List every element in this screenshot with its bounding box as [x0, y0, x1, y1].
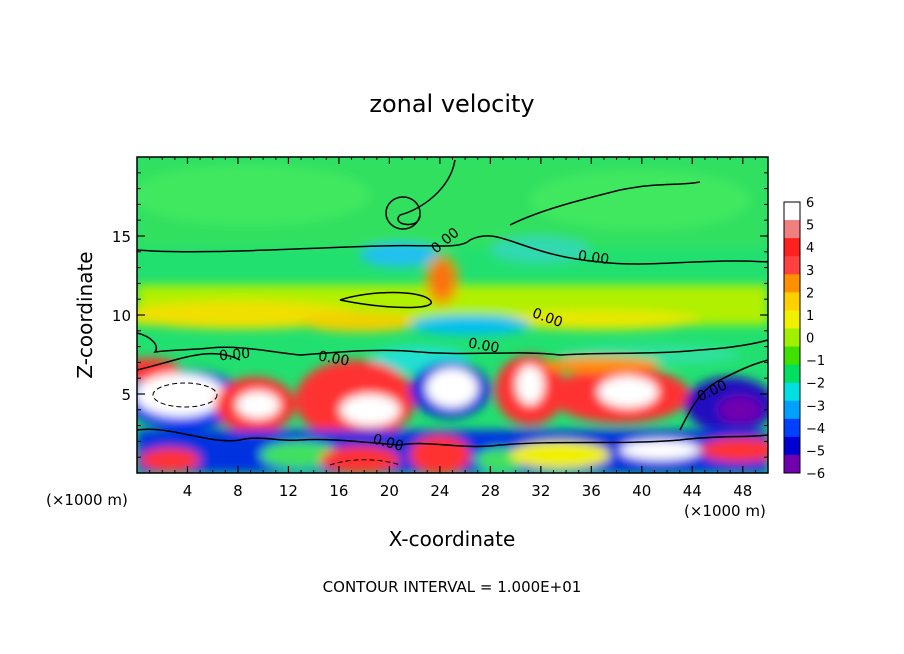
contour-label: 0.00 — [467, 335, 500, 356]
colorbar-swatch — [784, 256, 800, 275]
colorbar-swatch — [784, 274, 800, 293]
contour-label: 0.00 — [577, 248, 610, 268]
x-tick-label: 24 — [430, 482, 449, 500]
x-tick-label: 8 — [233, 482, 243, 500]
colorbar-swatch — [784, 220, 800, 239]
footnote: CONTOUR INTERVAL = 1.000E+01 — [323, 578, 582, 596]
x-tick-label: 16 — [329, 482, 348, 500]
x-tick-label: 20 — [380, 482, 399, 500]
colorbar-swatch — [784, 202, 800, 221]
y-tick-label: 10 — [112, 307, 131, 325]
colorbar-tick-label: 6 — [806, 196, 814, 211]
x-tick-label: 36 — [582, 482, 601, 500]
colorbar-tick-label: −2 — [806, 377, 825, 392]
colorbar-tick-label: −6 — [806, 467, 825, 482]
contour-label: 0.00 — [371, 431, 405, 455]
x-tick-label: 12 — [279, 482, 298, 500]
colorbar-swatch — [784, 436, 800, 456]
colorbar-tick-label: 1 — [806, 309, 814, 324]
colorbar-swatch — [784, 418, 800, 438]
y-tick-label: 15 — [112, 228, 131, 246]
colorbar-swatch — [784, 292, 800, 311]
chart-title: zonal velocity — [369, 90, 534, 118]
colorbar: 6 5 4 3 2 1 0 −1 −2 −3 −4 −5 −6 — [783, 196, 825, 482]
field — [137, 157, 768, 473]
y-axis: 5 10 15 — [112, 172, 768, 458]
y-tick-label: 5 — [121, 386, 131, 404]
x-tick-label: 48 — [733, 482, 752, 500]
colorbar-tick-label: 4 — [806, 241, 814, 256]
contour-label: 0.00 — [218, 346, 250, 365]
colorbar-tick-label: −1 — [806, 354, 825, 369]
x-axis: 4 8 12 16 20 24 28 32 36 40 44 48 — [149, 157, 756, 500]
colorbar-tick-label: −4 — [806, 422, 825, 437]
x-tick-label: 32 — [531, 482, 550, 500]
colorbar-swatch — [784, 238, 800, 257]
x-unit-left: (×1000 m) — [46, 491, 128, 509]
colorbar-frame — [783, 201, 801, 474]
x-axis-label: X-coordinate — [389, 527, 516, 551]
colorbar-swatch — [784, 346, 800, 366]
x-tick-label: 44 — [683, 482, 702, 500]
colorbar-tick-label: 2 — [806, 286, 814, 301]
colorbar-tick-label: 0 — [806, 332, 814, 347]
colorbar-tick-label: 3 — [806, 264, 814, 279]
colorbar-swatch — [784, 454, 800, 474]
colorbar-swatch — [784, 382, 800, 402]
contour-label: 0.00 — [317, 348, 350, 369]
colorbar-swatch — [784, 310, 800, 329]
colorbar-tick-label: 5 — [806, 219, 814, 234]
colorbar-swatch — [784, 400, 800, 420]
x-tick-label: 4 — [183, 482, 193, 500]
y-axis-label: Z-coordinate — [73, 251, 97, 378]
colorbar-tick-label: −5 — [806, 444, 825, 459]
x-unit-right: (×1000 m) — [684, 502, 766, 520]
colorbar-swatch — [784, 364, 800, 384]
x-tick-label: 28 — [481, 482, 500, 500]
colorbar-tick-label: −3 — [806, 399, 825, 414]
x-tick-label: 40 — [632, 482, 651, 500]
colorbar-swatch — [784, 328, 800, 348]
